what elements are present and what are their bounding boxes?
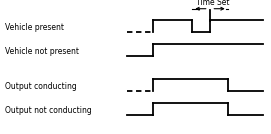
- Text: Vehicle present: Vehicle present: [5, 23, 64, 32]
- Text: Output conducting: Output conducting: [5, 82, 77, 91]
- Text: Vehicle not present: Vehicle not present: [5, 47, 79, 56]
- Text: Output not conducting: Output not conducting: [5, 106, 92, 115]
- Text: Time Set: Time Set: [196, 0, 230, 7]
